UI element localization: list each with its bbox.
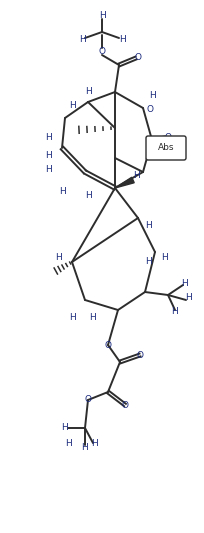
Text: H: H	[45, 150, 51, 159]
Text: H: H	[79, 35, 85, 44]
Text: H: H	[119, 35, 125, 44]
Text: H: H	[65, 439, 71, 448]
Text: H: H	[89, 313, 95, 322]
Text: H: H	[149, 91, 155, 100]
Text: O: O	[164, 133, 172, 142]
Text: O: O	[104, 341, 112, 350]
Text: H: H	[134, 172, 140, 181]
Text: O: O	[146, 106, 153, 115]
Text: O: O	[122, 400, 129, 409]
Text: O: O	[134, 53, 142, 62]
Text: H: H	[85, 190, 91, 199]
FancyBboxPatch shape	[146, 136, 186, 160]
Text: H: H	[59, 188, 65, 197]
Text: H: H	[145, 257, 151, 266]
Text: H: H	[185, 294, 191, 303]
Text: O: O	[84, 395, 92, 405]
Text: O: O	[136, 351, 143, 359]
Text: H: H	[145, 221, 151, 230]
Text: H: H	[82, 443, 88, 453]
Text: H: H	[55, 254, 61, 262]
Text: H: H	[45, 133, 51, 142]
Polygon shape	[115, 177, 134, 188]
Text: H: H	[182, 279, 188, 287]
Text: H: H	[92, 440, 98, 448]
Text: H: H	[62, 424, 68, 432]
Text: Abs: Abs	[158, 143, 174, 152]
Text: H: H	[85, 87, 91, 96]
Text: H: H	[162, 254, 168, 262]
Text: H: H	[172, 308, 178, 317]
Text: H: H	[69, 313, 75, 322]
Text: H: H	[69, 101, 75, 109]
Text: O: O	[99, 47, 105, 56]
Text: H: H	[99, 12, 105, 20]
Text: H: H	[45, 166, 51, 174]
